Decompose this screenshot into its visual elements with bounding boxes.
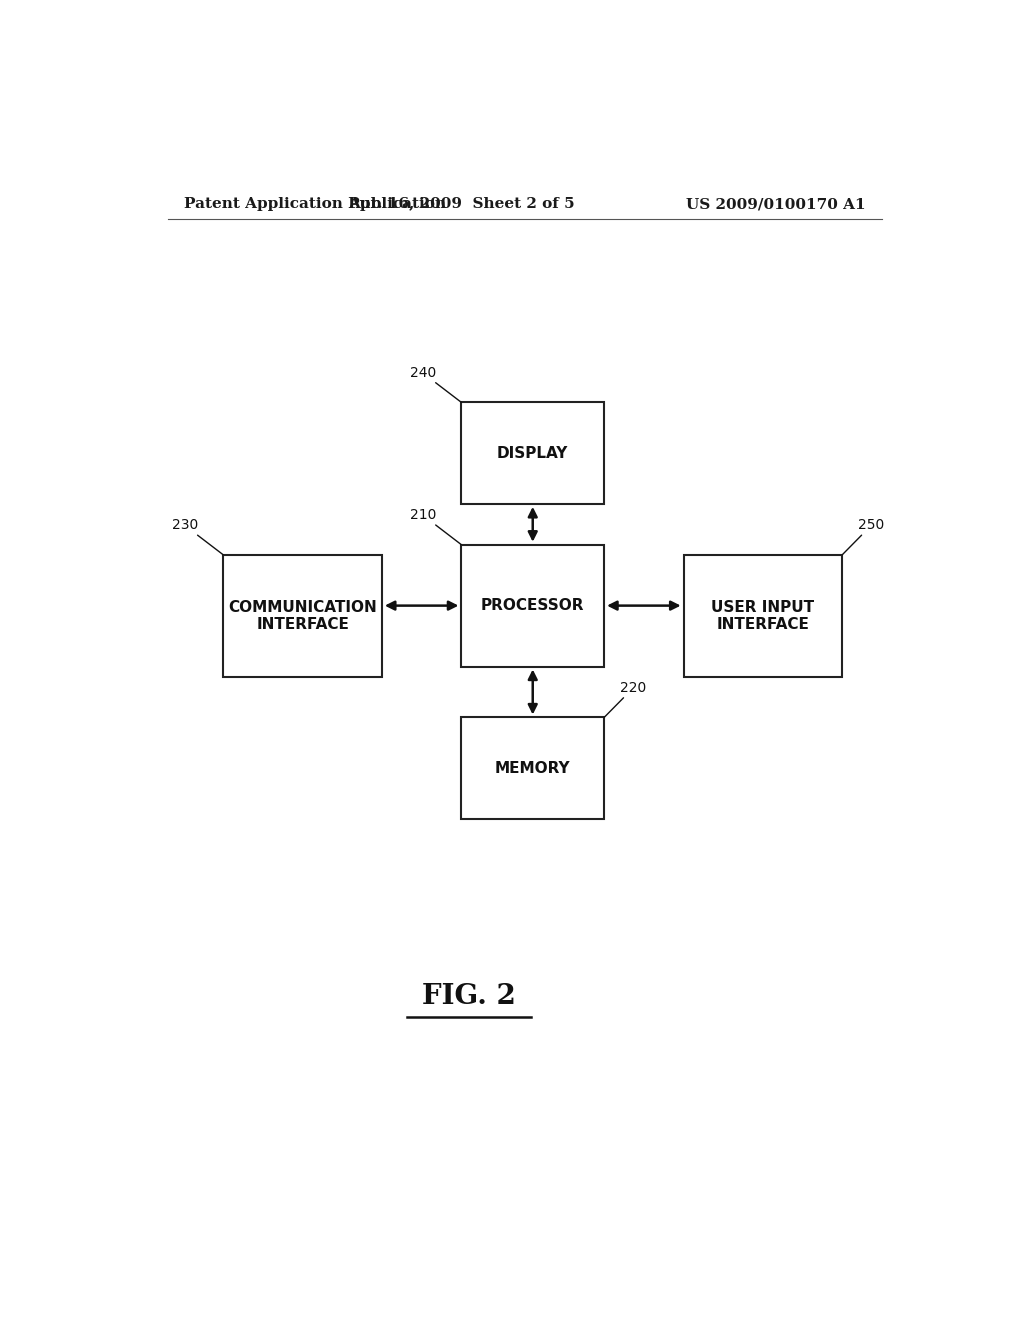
Text: PROCESSOR: PROCESSOR [481,598,585,612]
Text: Patent Application Publication: Patent Application Publication [183,197,445,211]
Text: 220: 220 [604,681,646,718]
FancyBboxPatch shape [461,718,604,818]
FancyBboxPatch shape [461,403,604,504]
Text: Apr. 16, 2009  Sheet 2 of 5: Apr. 16, 2009 Sheet 2 of 5 [348,197,574,211]
FancyBboxPatch shape [461,545,604,667]
Text: 230: 230 [172,519,223,554]
FancyBboxPatch shape [684,554,842,677]
Text: US 2009/0100170 A1: US 2009/0100170 A1 [686,197,866,211]
Text: MEMORY: MEMORY [495,760,570,776]
Text: FIG. 2: FIG. 2 [422,983,516,1010]
Text: COMMUNICATION
INTERFACE: COMMUNICATION INTERFACE [228,599,377,632]
Text: DISPLAY: DISPLAY [497,446,568,461]
Text: 210: 210 [410,508,461,545]
Text: 250: 250 [842,519,885,554]
Text: 240: 240 [410,366,461,403]
FancyBboxPatch shape [223,554,382,677]
Text: USER INPUT
INTERFACE: USER INPUT INTERFACE [712,599,814,632]
